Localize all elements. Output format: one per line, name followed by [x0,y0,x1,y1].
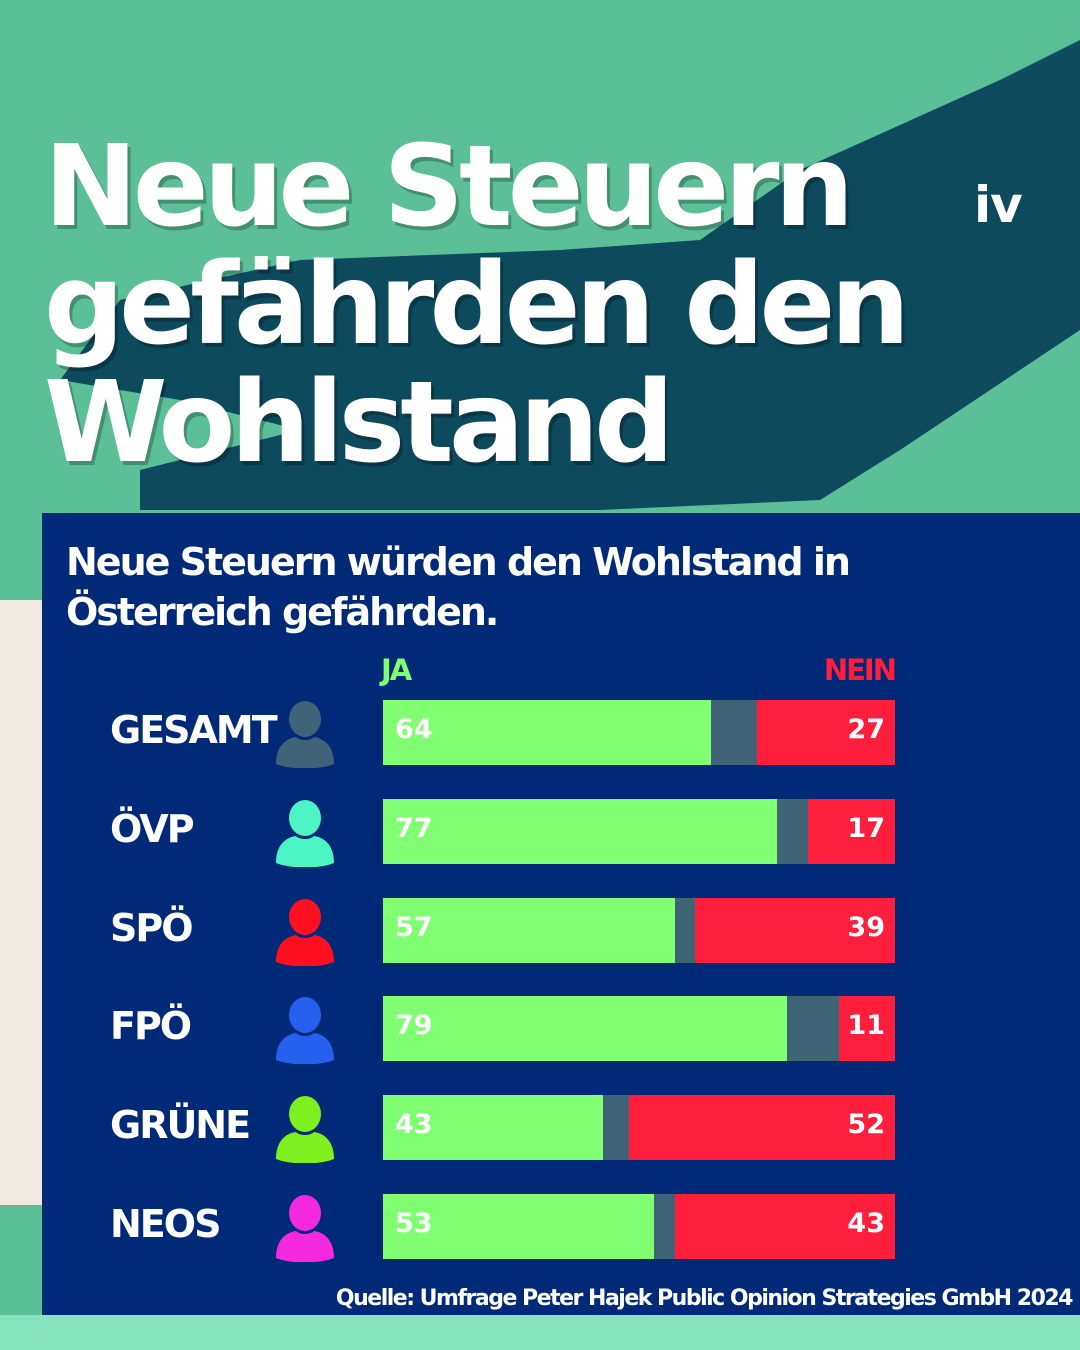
category-label: GESAMT [110,708,278,752]
ja-value-label: 64 [395,714,433,745]
chart-row: ÖVP 77 17 [42,798,1080,867]
stacked-bar [383,798,895,864]
chart-row: GRÜNE 43 52 [42,1095,1080,1164]
legend-ja: JA [381,653,412,687]
category-label: SPÖ [110,905,194,950]
bar-segment-nein [756,700,895,765]
chart-row: SPÖ 57 39 [42,897,1080,966]
subtitle-line: Neue Steuern würden den Wohlstand in [66,540,851,584]
stacked-bar [383,700,895,765]
ja-value-label: 79 [395,1010,433,1042]
chart-panel: Neue Steuern würden den Wohlstand in Öst… [42,513,1080,1315]
bar-segment-ja [383,897,675,963]
person-icon [276,898,334,966]
stacked-bar [383,1095,895,1161]
bottom-strip [0,1315,1080,1350]
category-label: ÖVP [110,806,195,851]
bar-segment-other [710,700,757,765]
bar-segment-nein [695,897,895,963]
ja-value-label: 77 [395,812,433,844]
title-line: Neue Steuern [44,122,854,252]
bar-segment-ja [383,1095,604,1161]
bar-segment-ja [383,700,711,765]
hand-silhouette-background [60,40,1080,510]
ja-value-label: 57 [395,911,433,943]
subtitle-line: Österreich gefährden. [66,590,499,634]
category-label: GRÜNE [110,1103,251,1148]
stacked-bar [383,897,895,963]
bar-segment-ja [383,798,778,864]
person-icon [276,1096,334,1164]
nein-value-label: 52 [847,1109,885,1141]
nein-value-label: 43 [847,1208,885,1239]
ja-value-label: 43 [395,1109,433,1141]
person-icon [276,701,334,768]
side-strip [0,600,42,1205]
person-icon [276,799,334,867]
category-label: NEOS [110,1202,221,1246]
chart-subtitle: Neue Steuern würden den Wohlstand in Öst… [66,537,851,637]
bar-segment-other [674,897,696,963]
iv-logo: iv [974,176,1023,234]
category-label: FPÖ [110,1004,192,1049]
bar-segment-ja [383,996,788,1062]
title-line: gefährden den [44,240,910,370]
person-icon [276,997,334,1065]
bar-segment-other [787,996,839,1062]
person-icon [276,1195,334,1262]
bar-segment-nein [628,1095,895,1161]
nein-value-label: 27 [847,714,885,745]
bar-segment-nein [674,1194,895,1259]
bar-segment-other [603,1095,629,1161]
nein-value-label: 11 [847,1010,885,1042]
nein-value-label: 39 [847,911,885,943]
bar-segment-nein [838,996,895,1062]
title-line: Wohlstand [44,358,674,488]
stacked-bar [383,996,895,1062]
page-title: Neue Steuern gefährden den Wohlstand [44,122,910,488]
bar-segment-nein [807,798,895,864]
chart-row: GESAMT 64 27 [42,700,1080,768]
chart-row: FPÖ 79 11 [42,996,1080,1065]
chart-row: NEOS 53 43 [42,1194,1080,1262]
ja-value-label: 53 [395,1208,433,1239]
stacked-bar [383,1194,895,1259]
source-note: Quelle: Umfrage Peter Hajek Public Opini… [335,1286,1074,1311]
bar-segment-other [777,798,808,864]
bar-segment-other [654,1194,675,1259]
nein-value-label: 17 [847,812,885,844]
legend-nein: NEIN [823,653,897,687]
bar-segment-ja [383,1194,655,1259]
